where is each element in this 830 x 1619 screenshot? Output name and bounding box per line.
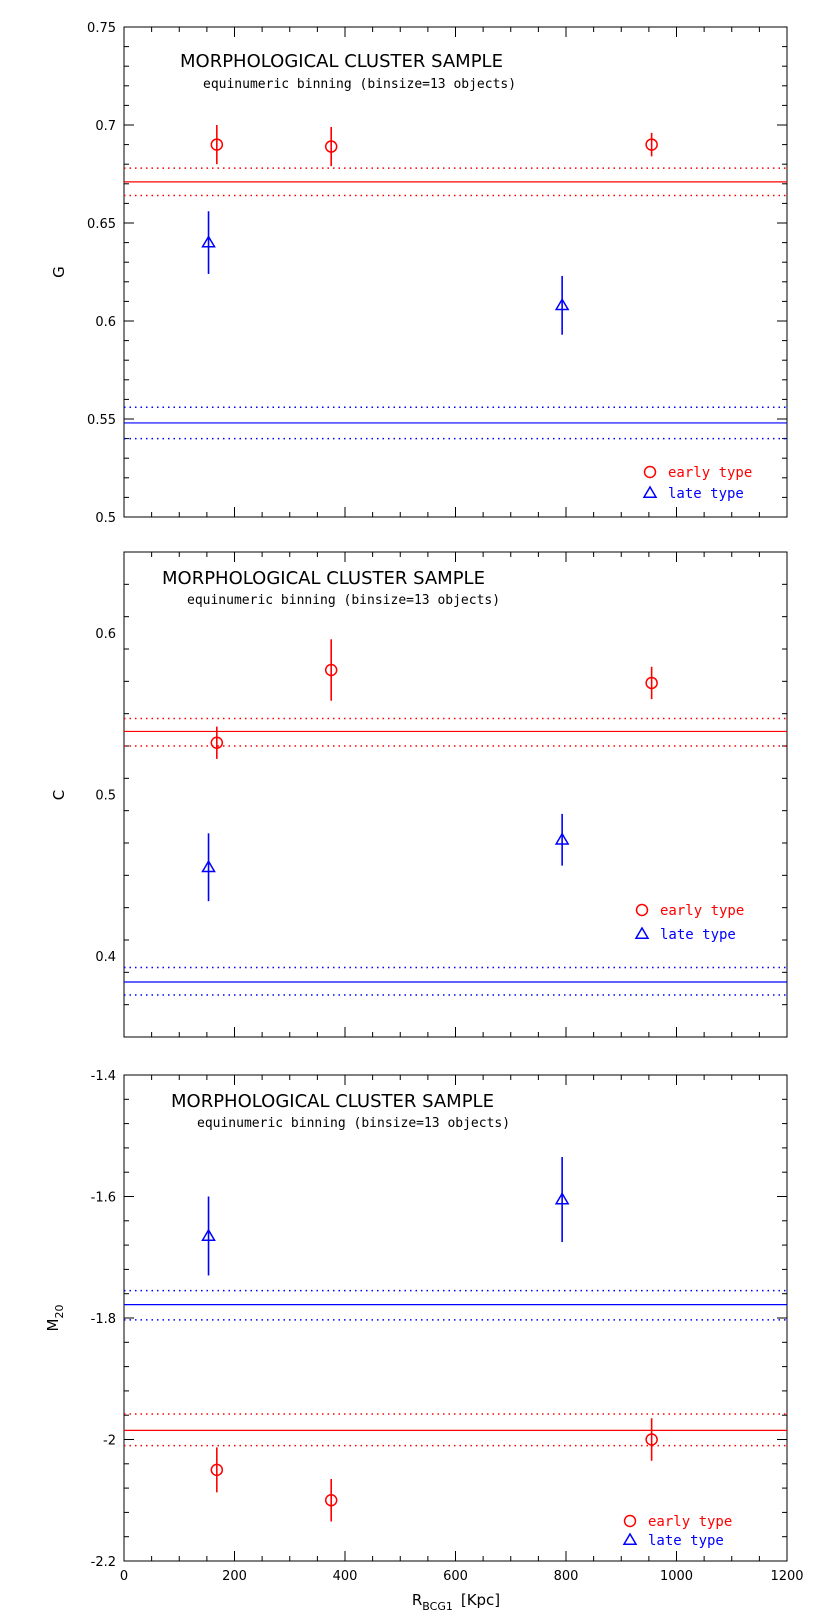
plot-frame	[123, 551, 788, 1038]
y-tick-label: 0.7	[95, 119, 116, 134]
data-point-early	[645, 138, 658, 151]
legend-marker	[622, 1532, 638, 1545]
y-tick-label: 0.65	[87, 217, 116, 232]
x-axis-label-unit: [Kpc]	[461, 1591, 500, 1609]
x-tick-label: 400	[333, 1569, 358, 1584]
panel-subtitle: equinumeric binning (binsize=13 objects)	[203, 77, 516, 92]
panel-title: MORPHOLOGICAL CLUSTER SAMPLE	[171, 1091, 494, 1112]
data-point-late	[554, 832, 570, 845]
y-tick-label: -2.2	[91, 1555, 116, 1570]
y-axis-label: G	[50, 266, 68, 278]
data-point-early	[324, 140, 338, 153]
data-point-late	[201, 1228, 216, 1241]
legend-label: late type	[668, 486, 744, 502]
y-axis-label-main: M	[44, 1319, 62, 1332]
data-point-early	[324, 663, 338, 677]
x-tick-label: 1200	[770, 1569, 803, 1584]
y-tick-label: -1.4	[91, 1069, 116, 1084]
data-point-late	[554, 1192, 570, 1205]
legend-marker	[643, 465, 657, 479]
x-axis-label-main: R	[412, 1591, 422, 1609]
y-tick-label: -1.6	[91, 1191, 116, 1206]
panel-2: 0.4 0.5 0.6 MORPHOLOGICAL CLUSTER SAMPLE equ…	[50, 551, 788, 1038]
y-tick-label: 0.6	[95, 627, 116, 642]
panel-3: -2.2 -2 -1.8 -1.6 -1.4 0 200 400 600 800 1000 1200 M…	[44, 1069, 804, 1613]
x-tick-label: 200	[222, 1569, 247, 1584]
legend-label: late type	[648, 1533, 724, 1549]
y-tick-label: 0.6	[95, 315, 116, 330]
data-point-late	[201, 859, 216, 873]
y-tick-label: 0.75	[87, 21, 116, 36]
y-axis-label-sub: 20	[53, 1305, 66, 1319]
data-point-early	[324, 1494, 338, 1507]
x-tick-label: 800	[554, 1569, 579, 1584]
x-tick-label: 1000	[660, 1569, 693, 1584]
x-axis-label-sub: BCG1	[422, 1600, 453, 1613]
legend-label: early type	[660, 903, 744, 919]
x-tick-label: 0	[120, 1569, 128, 1584]
legend-label: late type	[660, 927, 736, 943]
data-point-late	[201, 235, 216, 248]
y-tick-label: 0.5	[95, 789, 116, 804]
data-point-early	[210, 736, 224, 750]
y-tick-label: 0.4	[95, 950, 116, 965]
panel-title: MORPHOLOGICAL CLUSTER SAMPLE	[180, 51, 503, 72]
x-axis-label: RBCG1 [Kpc]	[412, 1591, 500, 1613]
data-point-early	[210, 1463, 224, 1477]
y-axis-label: M20	[44, 1305, 66, 1332]
y-axis-label-main: G	[50, 266, 68, 278]
panel-subtitle: equinumeric binning (binsize=13 objects)	[187, 593, 500, 608]
x-tick-label: 600	[443, 1569, 468, 1584]
plot-frame	[123, 26, 788, 518]
y-tick-label: 0.55	[87, 413, 116, 428]
y-tick-label: -1.8	[91, 1312, 116, 1327]
legend-marker	[642, 485, 658, 498]
legend-marker	[635, 903, 649, 917]
plot-frame	[123, 1074, 788, 1562]
y-axis-label: C	[50, 790, 68, 800]
y-axis-label-main: C	[50, 790, 68, 800]
legend-marker	[623, 1514, 637, 1528]
legend-marker	[634, 926, 650, 939]
data-point-early	[645, 676, 658, 690]
legend-label: early type	[668, 465, 752, 481]
legend-label: early type	[648, 1514, 732, 1530]
data-point-early	[645, 1433, 658, 1446]
panel-title: MORPHOLOGICAL CLUSTER SAMPLE	[162, 568, 485, 589]
y-tick-label: 0.5	[95, 511, 116, 526]
data-point-late	[554, 297, 570, 311]
data-point-early	[210, 138, 224, 151]
panel-subtitle: equinumeric binning (binsize=13 objects)	[197, 1116, 510, 1131]
panel-1: 0.5 0.55 0.6 0.65 0.7 0.75 MORPHOLOGICAL CLUST…	[50, 21, 788, 526]
y-tick-label: -2	[103, 1434, 116, 1449]
